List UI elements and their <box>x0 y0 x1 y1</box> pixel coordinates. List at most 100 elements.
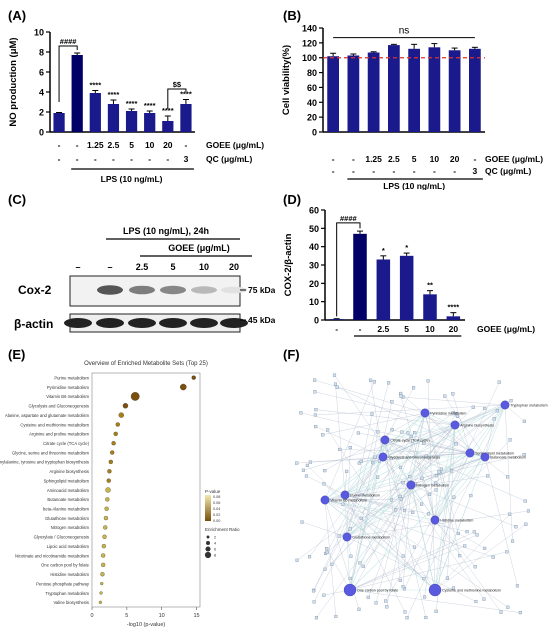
network-node <box>300 520 304 524</box>
network-edge <box>349 551 507 591</box>
category-label: Purine metabolism <box>54 375 89 380</box>
network-node <box>376 475 380 479</box>
network-node <box>366 595 370 599</box>
network-node <box>389 498 394 502</box>
network-edge <box>382 456 401 497</box>
network-node <box>473 565 477 569</box>
qc-dose-label: - <box>58 154 61 164</box>
goee-dose-label: 5 <box>404 324 409 334</box>
network-node <box>348 576 352 581</box>
network-node <box>402 509 407 513</box>
y-tick-label: 60 <box>307 83 317 93</box>
goee-dose-label: - <box>473 154 476 164</box>
network-hub-node <box>378 452 388 462</box>
goee-dose-label: - <box>352 154 355 164</box>
network-node <box>314 408 318 412</box>
network-edge <box>346 382 389 538</box>
y-axis-label: NO production (μM) <box>8 37 19 126</box>
category-label: Arginine and proline metabolism <box>29 432 89 437</box>
network-edge <box>410 412 426 486</box>
network-node <box>313 390 317 394</box>
legend-ratio-dot <box>205 546 211 552</box>
network-edge <box>335 384 346 496</box>
legend-pvalue-tick: 0.04 <box>213 507 220 511</box>
network-node <box>482 597 486 601</box>
network-hub-label: Citrate cycle (TCA cycle) <box>390 439 429 443</box>
network-edge <box>410 484 436 521</box>
network-edge <box>337 387 486 458</box>
cox2-row-label: Cox-2 <box>18 283 52 297</box>
data-point <box>100 562 106 568</box>
bar <box>107 104 120 132</box>
network-edge <box>344 494 508 608</box>
goee-dose-label: 5 <box>129 140 134 150</box>
data-point <box>103 515 109 521</box>
category-label: Valine biosynthesis <box>53 600 89 605</box>
chart-title: Overview of Enriched Metabolite Sets (To… <box>84 361 208 367</box>
network-edge <box>400 396 436 521</box>
network-node <box>469 494 473 498</box>
category-label: Nicotinate and nicotinamide metabolism <box>15 553 90 558</box>
network-edge <box>384 387 414 441</box>
legend-pvalue-tick: 0.00 <box>213 519 220 523</box>
qc-dose-label: - <box>148 154 151 164</box>
network-edge <box>346 510 529 538</box>
network-node <box>443 394 447 398</box>
data-point <box>100 553 106 558</box>
network-edge <box>324 499 436 591</box>
network-edge <box>382 456 422 505</box>
qc-row-label: QC (μg/mL) <box>206 154 252 164</box>
bar <box>71 55 83 132</box>
legend-pvalue-bar <box>205 495 211 521</box>
significance-label: **** <box>144 101 156 110</box>
y-tick-label: 20 <box>307 113 317 123</box>
network-edge <box>306 475 346 496</box>
network-node <box>522 453 526 457</box>
category-label: Glutathione metabolism <box>45 516 90 521</box>
network-node <box>390 400 394 404</box>
network-node <box>445 576 449 580</box>
goee-dose-label: 1.25 <box>87 140 104 150</box>
network-node <box>323 567 327 571</box>
network-node <box>426 379 430 383</box>
network-node <box>330 562 334 566</box>
network-node <box>515 584 519 588</box>
cox2-band <box>191 286 217 294</box>
network-node <box>349 554 353 558</box>
network-edge <box>434 471 439 521</box>
category-label: Histidine metabolism <box>50 572 89 577</box>
network-node <box>412 545 416 549</box>
legend-pvalue-tick: 0.08 <box>213 495 220 499</box>
network-node <box>518 611 522 615</box>
network-node <box>376 430 380 434</box>
bar <box>353 233 367 320</box>
qc-dose-label: - <box>352 166 355 176</box>
network-edge <box>368 484 412 598</box>
network-hub-node <box>343 583 357 597</box>
network-node <box>524 522 528 526</box>
goee-header: GOEE (μg/mL) <box>168 243 230 253</box>
panel-label-d: (D) <box>283 192 302 207</box>
goee-row-label: GOEE (μg/mL) <box>206 140 264 150</box>
network-node <box>326 428 330 432</box>
significance-label: $$ <box>173 80 182 89</box>
lps-label: LPS (10 ng/mL) <box>383 181 445 190</box>
network-edge <box>384 439 436 484</box>
significance-label: **** <box>447 303 459 312</box>
bracket <box>336 222 361 317</box>
lane-label: – <box>75 262 80 272</box>
network-hub-label: Tryptophan metabolism <box>510 404 547 408</box>
bar <box>367 52 380 133</box>
network-node <box>423 595 427 599</box>
network-node <box>420 476 424 480</box>
network-edge <box>384 439 526 502</box>
category-label: Lipoic acid metabolism <box>47 544 90 549</box>
category-label: Vitamin B6 metabolism <box>46 394 89 399</box>
significance-label: ** <box>427 281 433 290</box>
category-label: Phenylalanine, tyrosine and tryptophan b… <box>0 460 89 465</box>
network-edge <box>484 456 518 586</box>
lps-label: LPS (10 ng/mL) <box>101 174 163 184</box>
network-edge <box>324 456 384 501</box>
bar <box>327 56 339 132</box>
network-edge <box>410 408 485 486</box>
